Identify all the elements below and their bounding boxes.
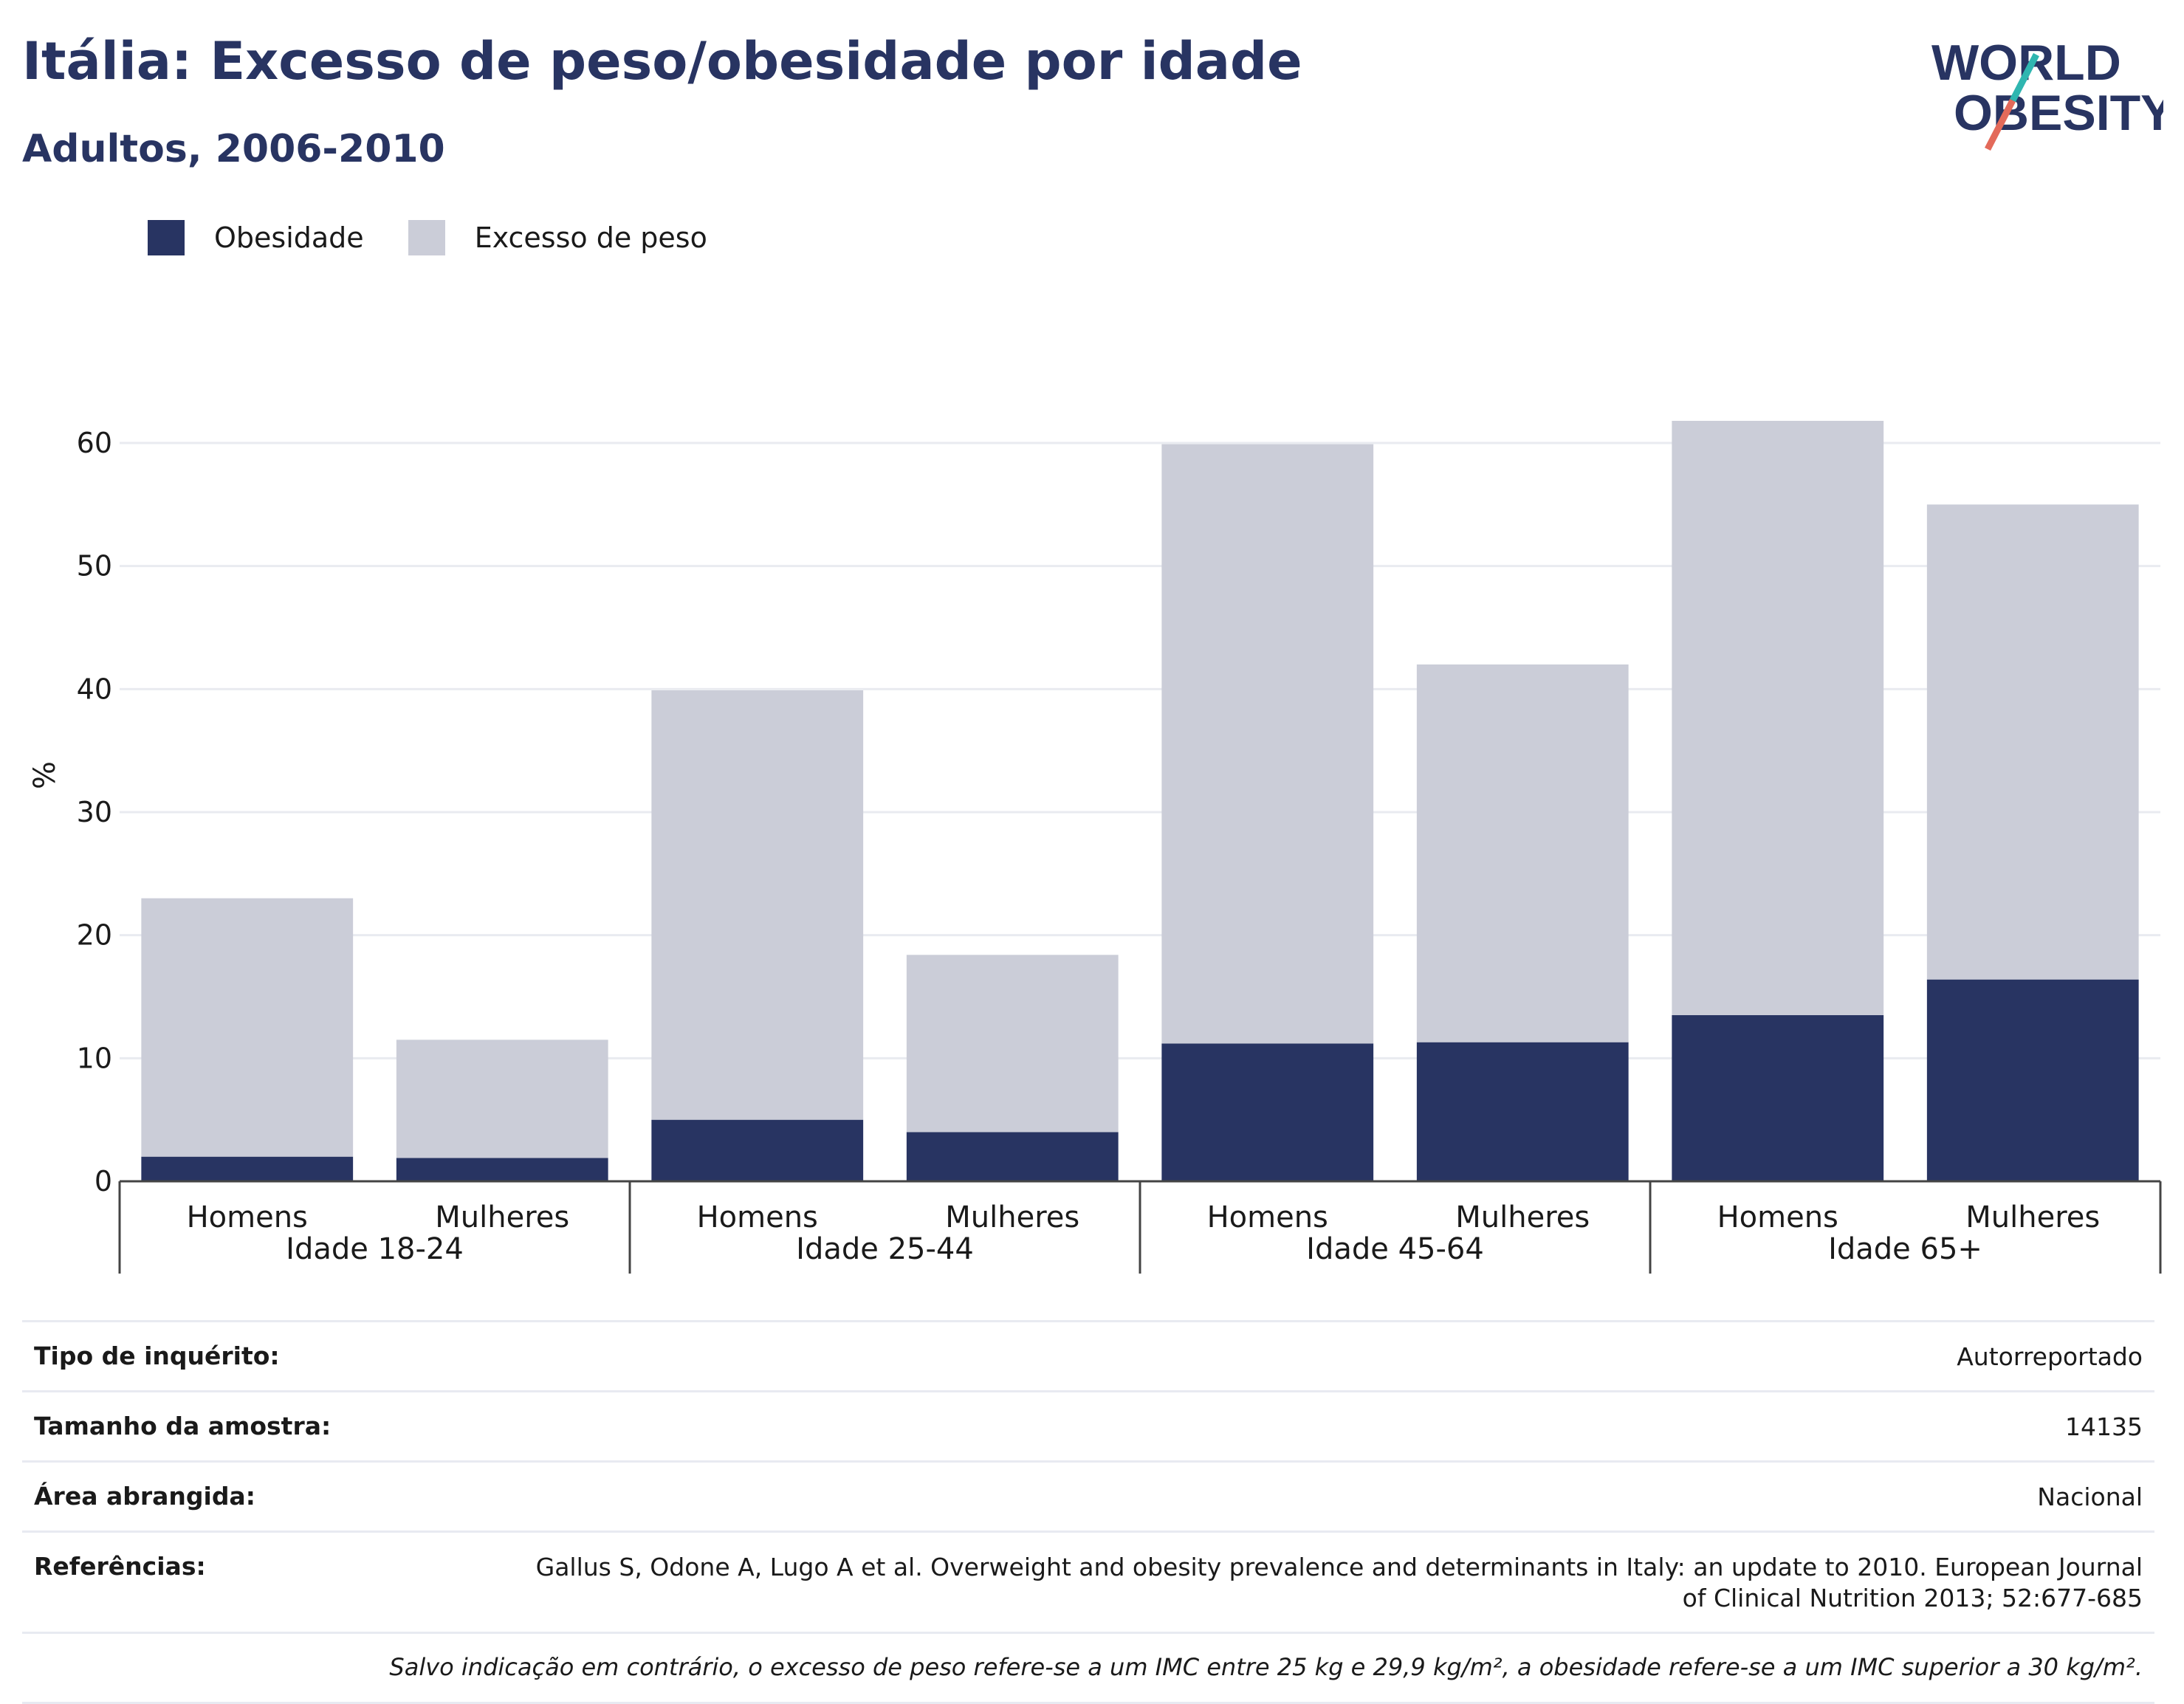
- x-tick-label: Homens: [187, 1200, 308, 1234]
- bar-obesity: [1926, 979, 2139, 1181]
- legend-swatch-overweight: [408, 220, 445, 255]
- legend-swatch-obesity: [148, 220, 185, 255]
- legend-item-overweight[interactable]: Excesso de peso: [408, 220, 707, 255]
- bar-obesity: [1416, 1042, 1629, 1181]
- y-tick-label: 60: [77, 427, 112, 459]
- info-row-sample-size: Tamanho da amostra: 14135: [22, 1390, 2154, 1460]
- bar-overweight: [1416, 664, 1629, 1042]
- info-value: 14135: [2065, 1412, 2143, 1441]
- x-tick-label: Mulheres: [435, 1200, 569, 1234]
- y-tick-label: 0: [95, 1165, 112, 1198]
- info-label: Tipo de inquérito:: [34, 1341, 280, 1370]
- survey-info-table: Tipo de inquérito: Autorreportado Tamanh…: [22, 1320, 2154, 1704]
- info-label: Referências:: [34, 1552, 206, 1581]
- y-tick-label: 20: [77, 919, 112, 952]
- logo-slash-teal: [2010, 52, 2039, 103]
- bar-overweight: [141, 898, 354, 1157]
- legend-item-obesity[interactable]: Obesidade: [148, 220, 364, 255]
- bar-obesity: [651, 1119, 864, 1181]
- x-group-label: Idade 65+: [1828, 1232, 1982, 1266]
- bar-overweight: [1926, 504, 2139, 980]
- bar-overweight: [651, 690, 864, 1120]
- x-tick-label: Homens: [697, 1200, 818, 1234]
- bar-obesity: [1161, 1043, 1374, 1181]
- x-group-label: Idade 45-64: [1306, 1232, 1484, 1266]
- info-label: Área abrangida:: [34, 1482, 255, 1511]
- bar-chart: 0 10 20 30 40 50 60% Homens Mulheres Homens Mulher…: [28, 421, 2162, 1274]
- logo-slash-coral: [1984, 98, 2016, 151]
- bar-overweight: [1672, 421, 1884, 1015]
- info-row-references: Referências: Gallus S, Odone A, Lugo A e…: [22, 1530, 2154, 1632]
- x-tick-label: Homens: [1717, 1200, 1838, 1234]
- y-tick-label: 50: [77, 550, 112, 583]
- x-tick-label: Homens: [1207, 1200, 1328, 1234]
- y-tick-label: 30: [77, 796, 112, 828]
- chart-legend: Obesidade Excesso de peso: [148, 220, 752, 255]
- bar-overweight: [1161, 444, 1374, 1044]
- x-tick-label: Mulheres: [1455, 1200, 1590, 1234]
- page-subtitle: Adultos, 2006-2010: [22, 127, 445, 171]
- bar-obesity: [906, 1132, 1119, 1181]
- definition-note: Salvo indicação em contrário, o excesso …: [22, 1632, 2154, 1704]
- x-group-label: Idade 25-44: [796, 1232, 974, 1266]
- bar-overweight: [906, 955, 1119, 1133]
- y-tick-label: 10: [77, 1042, 112, 1074]
- info-value: Nacional: [2037, 1483, 2143, 1511]
- info-row-area: Área abrangida: Nacional: [22, 1460, 2154, 1530]
- info-row-survey-type: Tipo de inquérito: Autorreportado: [22, 1320, 2154, 1390]
- page-title: Itália: Excesso de peso/obesidade por id…: [22, 31, 1302, 92]
- bar-overweight: [396, 1040, 608, 1158]
- info-value: Autorreportado: [1957, 1342, 2143, 1371]
- x-tick-label: Mulheres: [945, 1200, 1079, 1234]
- world-obesity-logo: WORLD OBESITY: [1931, 35, 2163, 151]
- info-value: Gallus S, Odone A, Lugo A et al. Overwei…: [535, 1553, 2143, 1612]
- info-label: Tamanho da amostra:: [34, 1412, 332, 1440]
- legend-label-overweight: Excesso de peso: [474, 221, 707, 254]
- legend-label-obesity: Obesidade: [214, 221, 364, 254]
- y-tick-label: 40: [77, 673, 112, 705]
- logo-word-1: WORLD: [1931, 35, 2121, 91]
- bar-obesity: [396, 1158, 608, 1181]
- bar-obesity: [1672, 1015, 1884, 1181]
- bar-obesity: [141, 1156, 354, 1181]
- x-tick-label: Mulheres: [1965, 1200, 2100, 1234]
- y-axis-label: %: [28, 761, 62, 789]
- logo-word-2: OBESITY: [1954, 85, 2163, 141]
- x-group-label: Idade 18-24: [286, 1232, 464, 1266]
